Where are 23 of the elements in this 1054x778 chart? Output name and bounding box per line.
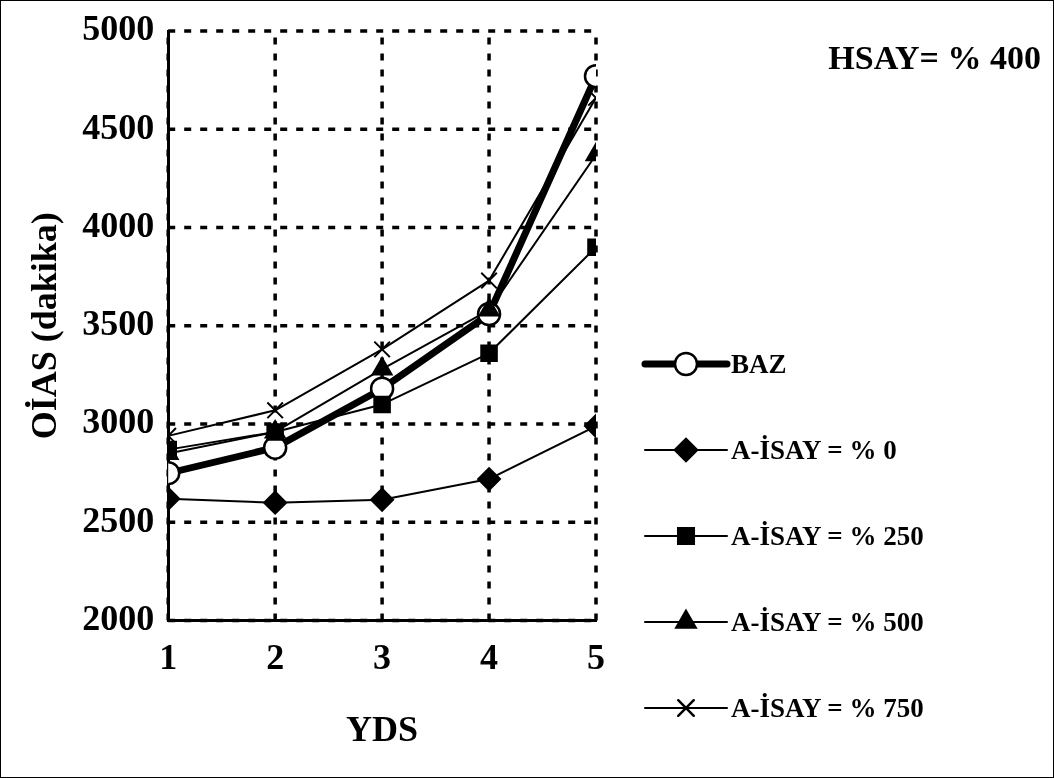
x-tick-label: 4 (480, 637, 499, 678)
x-tick-label: 1 (159, 637, 178, 678)
y-tick-label: 3500 (82, 303, 155, 344)
x-tick-label: 5 (587, 637, 605, 678)
y-tick-label: 4500 (82, 106, 155, 147)
legend-label: A-İSAY = % 500 (731, 606, 924, 638)
y-tick-label: 2000 (82, 597, 155, 638)
y-tick-label: 2500 (82, 499, 155, 540)
point (373, 395, 391, 414)
x-axis-title: YDS (346, 708, 419, 749)
y-axis-title: OİAS (dakika) (23, 212, 64, 440)
legend-label: BAZ (731, 348, 787, 380)
y-tick-label: 4000 (82, 204, 155, 245)
legend-label: A-İSAY = % 250 (731, 520, 924, 552)
legend-label: A-İSAY = % 0 (731, 434, 897, 466)
legend-label: A-İSAY = % 750 (731, 692, 924, 724)
text: HSAY= % 400 (828, 39, 1041, 77)
y-tick-label: 3000 (82, 401, 155, 442)
point (373, 340, 391, 359)
point (370, 487, 395, 512)
y-tick-label: 5000 (82, 8, 155, 49)
x-tick-label: 2 (266, 637, 285, 678)
x-tick-label: 3 (373, 637, 392, 678)
